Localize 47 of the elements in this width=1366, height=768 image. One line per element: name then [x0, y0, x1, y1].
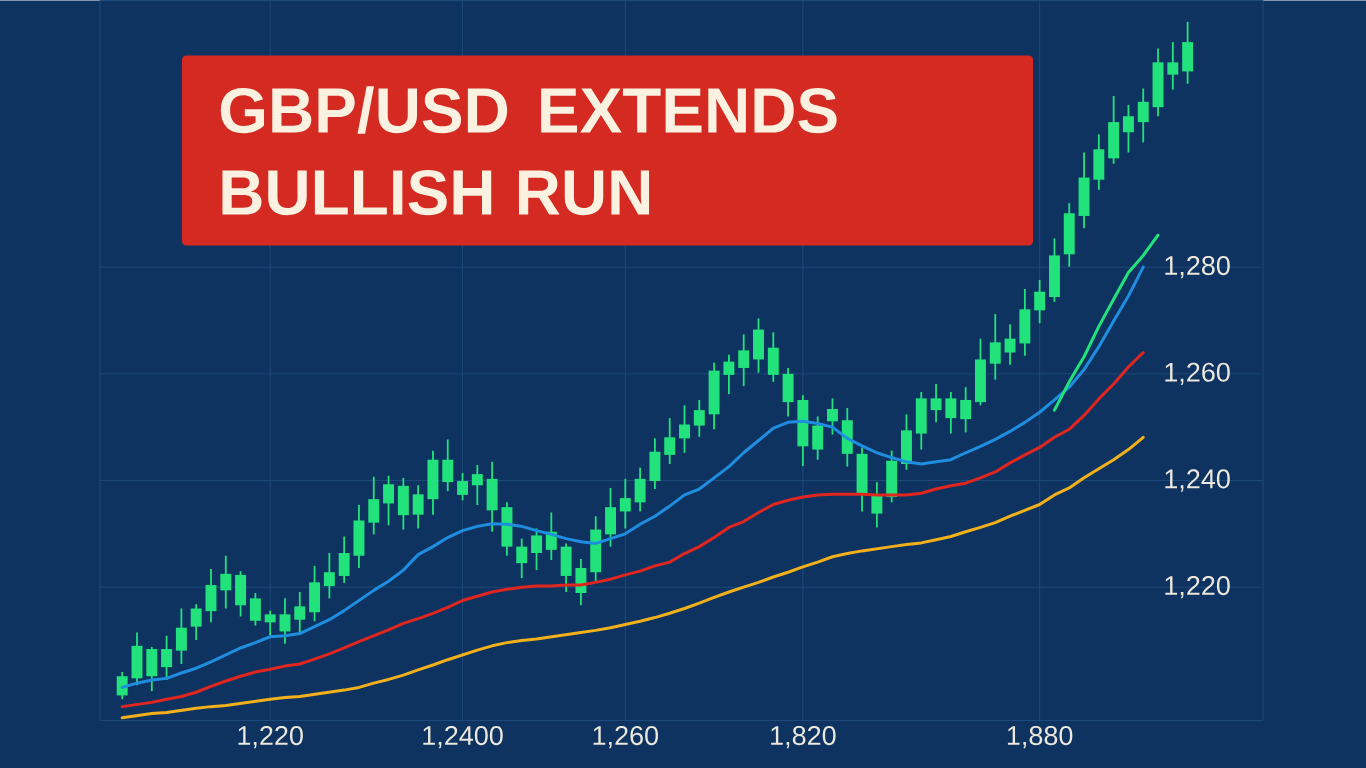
candlestick	[1004, 323, 1016, 366]
candlestick	[1167, 40, 1179, 91]
candlestick	[619, 477, 631, 530]
x-tick-label: 1,2400	[423, 725, 503, 749]
candlestick	[812, 415, 824, 461]
candlestick	[827, 397, 838, 436]
x-tick-label: 1,820	[771, 725, 836, 749]
candlestick	[338, 535, 350, 584]
candlestick	[175, 607, 187, 665]
candlestick	[442, 438, 454, 492]
candlestick	[634, 466, 646, 513]
candlestick	[945, 390, 957, 435]
candlestick	[412, 484, 424, 530]
candlestick	[383, 474, 395, 526]
candlestick	[1122, 103, 1134, 154]
candlestick	[249, 591, 261, 627]
candlestick	[693, 398, 705, 438]
y-tick-label: 1,280	[1165, 255, 1230, 279]
text: GBP/USD EXTENDS BULLISH RUN	[220, 85, 837, 215]
candlestick	[960, 386, 972, 434]
candlestick	[679, 404, 690, 454]
x-tick-label: 1,260	[593, 725, 659, 749]
candlestick	[531, 527, 542, 571]
candlestick	[930, 382, 942, 424]
candlestick	[989, 312, 1001, 381]
candlestick	[323, 551, 335, 600]
candlestick	[1034, 278, 1046, 324]
x-tick-label: 1,220	[238, 725, 303, 749]
candlestick	[368, 475, 380, 536]
candlestick	[264, 609, 276, 637]
y-tick-label: 1,260	[1165, 362, 1230, 385]
candlestick	[294, 590, 306, 634]
y-tick-label: 1,240	[1165, 469, 1230, 492]
line-series	[1052, 233, 1160, 412]
candlestick	[516, 537, 528, 579]
candlestick	[1137, 87, 1149, 144]
candlestick	[471, 463, 483, 506]
y-tick-label: 1,220	[1165, 575, 1230, 599]
candlestick	[220, 554, 232, 610]
candlestick	[738, 333, 750, 387]
candlestick	[664, 416, 676, 465]
candlestick	[279, 597, 291, 645]
x-tick-label: 1,880	[1007, 725, 1073, 749]
candlestick	[723, 353, 735, 395]
candlestick	[871, 480, 883, 529]
candlestick	[190, 603, 202, 641]
candlestick	[457, 471, 469, 501]
